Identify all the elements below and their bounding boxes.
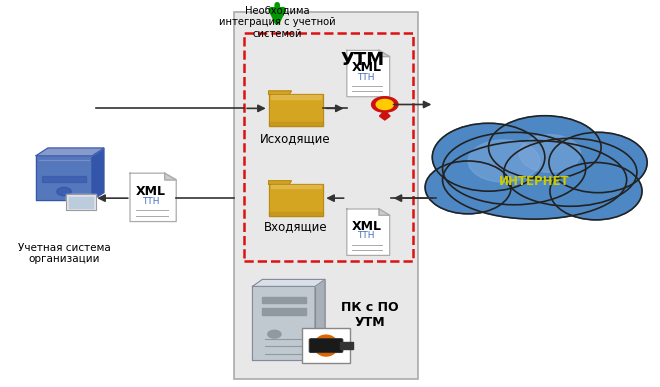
Text: XML: XML <box>136 185 166 198</box>
Bar <box>234 12 418 379</box>
Circle shape <box>268 330 281 338</box>
Text: ТТН: ТТН <box>143 197 160 206</box>
Polygon shape <box>347 50 389 97</box>
Polygon shape <box>269 181 291 184</box>
Text: ИНТЕРНЕТ: ИНТЕРНЕТ <box>499 175 570 188</box>
Polygon shape <box>269 184 323 216</box>
Ellipse shape <box>425 161 511 214</box>
FancyBboxPatch shape <box>309 339 343 353</box>
Polygon shape <box>347 209 389 255</box>
Polygon shape <box>69 197 93 208</box>
Polygon shape <box>36 148 104 156</box>
Polygon shape <box>271 185 321 188</box>
Polygon shape <box>269 91 291 94</box>
Text: ПК с ПО
УТМ: ПК с ПО УТМ <box>341 301 399 329</box>
Polygon shape <box>269 94 323 126</box>
Ellipse shape <box>519 135 581 172</box>
Ellipse shape <box>314 335 338 356</box>
Circle shape <box>372 97 398 112</box>
Polygon shape <box>379 209 389 215</box>
Polygon shape <box>92 148 104 200</box>
Text: Входящие: Входящие <box>264 220 327 233</box>
Polygon shape <box>379 111 390 120</box>
Ellipse shape <box>504 138 637 206</box>
Ellipse shape <box>549 132 647 193</box>
Bar <box>302 328 350 363</box>
Circle shape <box>57 187 71 196</box>
Polygon shape <box>339 342 352 349</box>
Text: ТТН: ТТН <box>358 231 375 240</box>
Polygon shape <box>42 176 86 182</box>
Ellipse shape <box>550 163 642 220</box>
Circle shape <box>376 99 393 110</box>
Text: XML: XML <box>351 61 381 74</box>
Ellipse shape <box>468 140 540 182</box>
Text: Необходима
интеграция с учетной
системой: Необходима интеграция с учетной системой <box>219 6 335 39</box>
Polygon shape <box>269 212 323 216</box>
Polygon shape <box>269 122 323 126</box>
Text: ТТН: ТТН <box>358 73 375 82</box>
Polygon shape <box>379 50 389 57</box>
Ellipse shape <box>432 123 545 191</box>
Polygon shape <box>315 279 325 360</box>
Ellipse shape <box>442 132 586 205</box>
Text: Учетная система
организации: Учетная система организации <box>18 243 110 264</box>
Text: УТМ: УТМ <box>341 51 385 69</box>
Polygon shape <box>262 297 306 303</box>
Text: XML: XML <box>351 220 381 233</box>
Polygon shape <box>66 194 96 210</box>
Polygon shape <box>164 173 176 180</box>
Polygon shape <box>252 286 315 360</box>
Bar <box>244 33 412 261</box>
Polygon shape <box>130 173 176 221</box>
Polygon shape <box>262 308 306 315</box>
Text: Исходящие: Исходящие <box>260 132 331 145</box>
Ellipse shape <box>443 140 627 219</box>
Ellipse shape <box>488 116 601 179</box>
Polygon shape <box>271 95 321 99</box>
Polygon shape <box>36 156 92 200</box>
Polygon shape <box>252 279 325 286</box>
